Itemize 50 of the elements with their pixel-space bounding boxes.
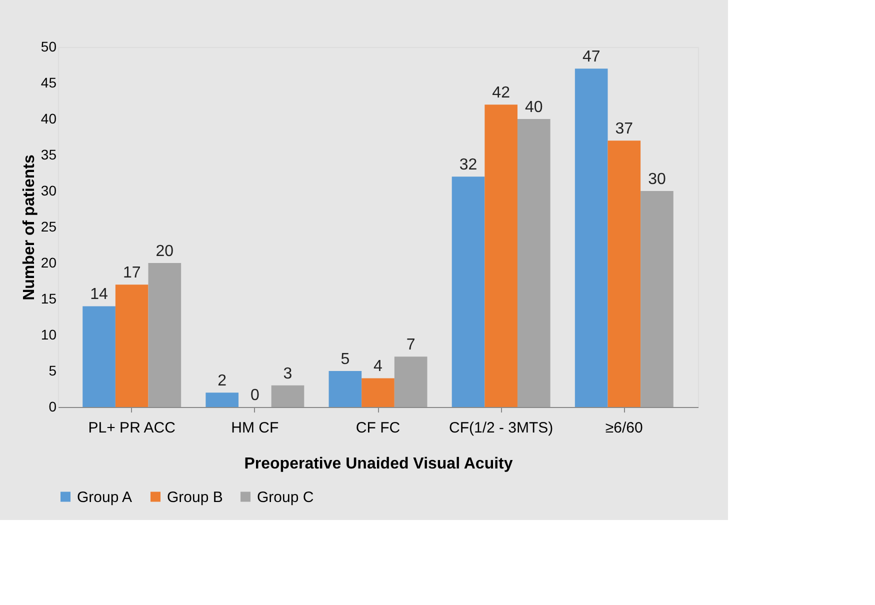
bar [452,176,485,407]
data-label: 7 [406,336,416,354]
data-label: 0 [250,387,260,404]
x-tick-label: ≥6/60 [605,420,643,436]
bar [206,392,239,407]
data-label: 37 [615,120,634,138]
bar [574,68,608,407]
legend-label: Group A [77,488,132,506]
y-tick-label: 40 [40,110,57,126]
x-tick-label: CF(1/2 - 3MTS) [448,420,554,436]
y-axis-title: Number of patients [20,154,38,300]
data-label: 14 [90,286,108,304]
legend-label: Group B [167,488,223,506]
data-label: 32 [459,156,478,174]
y-tick-label: 30 [40,182,57,198]
data-label: 20 [156,243,174,260]
bar [484,104,518,407]
data-label: 42 [492,84,510,102]
bar [394,356,428,407]
y-tick-label: 10 [40,326,57,342]
y-tick-label: 0 [48,398,57,414]
data-label: 30 [648,171,666,188]
y-tick-label: 15 [40,290,57,306]
bar [517,119,550,407]
x-tick-label: HM CF [231,420,279,436]
data-label: 4 [374,358,383,376]
data-label: 3 [283,365,292,382]
data-label: 17 [122,264,141,282]
y-tick-label: 35 [40,146,57,162]
x-axis-title: Preoperative Unaided Visual Acuity [244,456,513,472]
data-label: 40 [525,99,543,116]
y-tick-label: 25 [40,218,57,234]
bar [82,306,116,407]
bar [362,378,394,407]
x-tick-label: PL+ PR ACC [88,420,176,436]
y-tick-label: 20 [40,254,57,270]
bar [608,140,641,407]
bar [115,284,148,407]
y-tick-label: 45 [40,74,57,90]
data-label: 5 [340,351,350,368]
legend-label: Group C [257,488,314,506]
bar [328,371,362,407]
data-label: 2 [218,372,227,390]
y-tick-label: 5 [48,362,57,378]
y-tick-label: 50 [40,38,57,54]
data-label: 47 [582,48,600,66]
bar [148,263,182,407]
bar [640,191,674,407]
x-tick-label: CF FC [356,420,400,436]
bar [271,385,304,407]
